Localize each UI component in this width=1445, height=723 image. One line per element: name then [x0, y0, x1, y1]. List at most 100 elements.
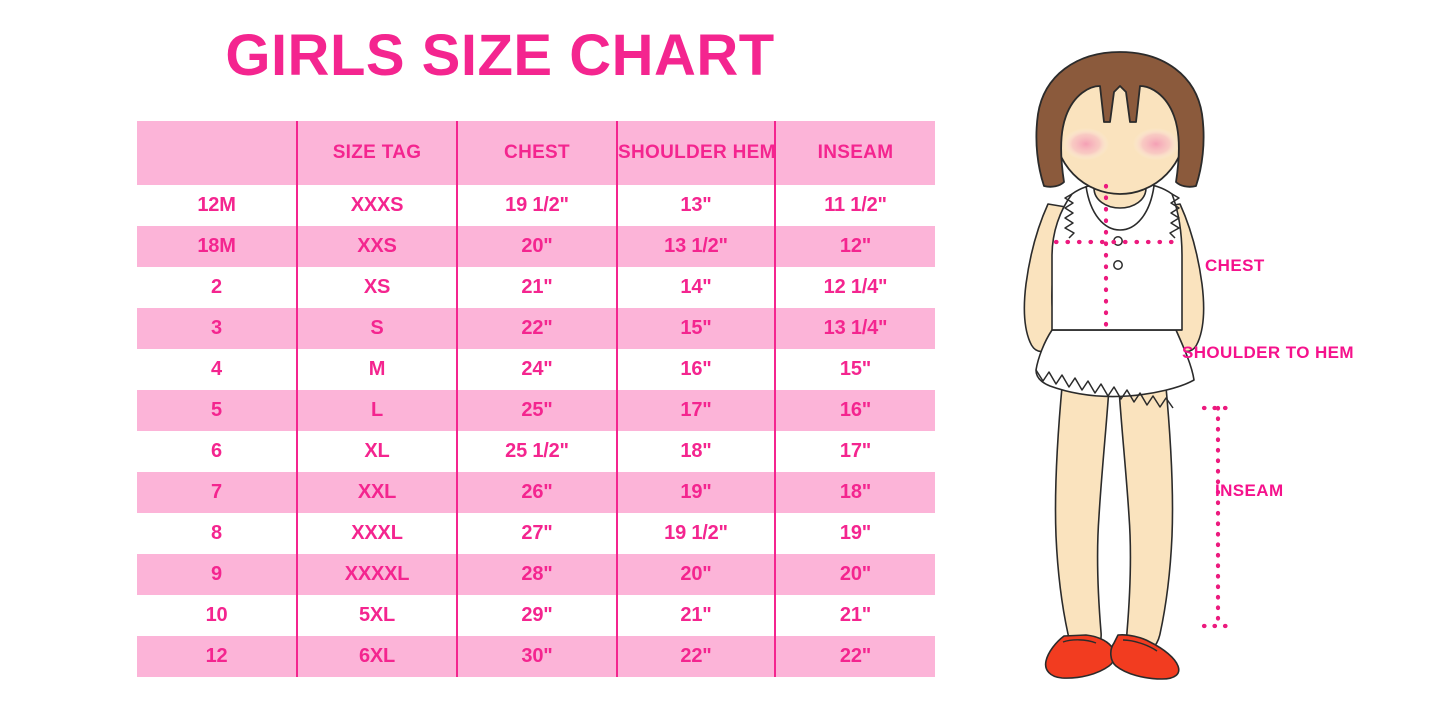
table-cell-r8-c2: 27" — [456, 513, 617, 554]
table-cell-r3-c0: 3 — [137, 308, 297, 349]
shoe-right-icon — [1110, 634, 1180, 680]
table-row: 12M XXXS 19 1/2" 13" 11 1/2" — [137, 185, 935, 226]
table-cell-r0-c3: 13" — [616, 185, 775, 226]
table-cell-r8-c1: XXXL — [296, 513, 457, 554]
table-cell-r10-c1: 5XL — [296, 595, 457, 636]
table-cell-r2-c3: 14" — [616, 267, 775, 308]
table-header-row: SIZE TAG CHEST SHOULDER HEM INSEAM — [137, 121, 935, 185]
table-cell-r9-c3: 20" — [616, 554, 775, 595]
table-cell-r11-c0: 12 — [137, 636, 297, 677]
figure-body-group — [1023, 51, 1205, 680]
table-cell-r6-c4: 17" — [774, 431, 935, 472]
table-cell-r2-c2: 21" — [456, 267, 617, 308]
table-cell-r5-c4: 16" — [774, 390, 935, 431]
table-cell-r1-c3: 13 1/2" — [616, 226, 775, 267]
table-body: 12M XXXS 19 1/2" 13" 11 1/2" 18M XXS 20" 13 1/2"… — [137, 185, 935, 677]
table-header-cell-1: SIZE TAG — [296, 121, 457, 185]
table-cell-r3-c2: 22" — [456, 308, 617, 349]
table-cell-r5-c3: 17" — [616, 390, 775, 431]
table-cell-r11-c4: 22" — [774, 636, 935, 677]
table-header: SIZE TAG CHEST SHOULDER HEM INSEAM — [137, 121, 935, 185]
table-cell-r6-c0: 6 — [137, 431, 297, 472]
table-row: 5 L 25" 17" 16" — [137, 390, 935, 431]
table-cell-r2-c4: 12 1/4" — [774, 267, 935, 308]
table-cell-r10-c0: 10 — [137, 595, 297, 636]
shoulder-ruffle-right — [1169, 193, 1180, 239]
table-header-cell-2: CHEST — [456, 121, 617, 185]
table-cell-r6-c2: 25 1/2" — [456, 431, 617, 472]
hair-shape — [1035, 51, 1205, 188]
table-row: 3 S 22" 15" 13 1/4" — [137, 308, 935, 349]
table-row: 6 XL 25 1/2" 18" 17" — [137, 431, 935, 472]
table-cell-r9-c1: XXXXL — [296, 554, 457, 595]
table-cell-r4-c0: 4 — [137, 349, 297, 390]
table-cell-r10-c4: 21" — [774, 595, 935, 636]
table-cell-r5-c1: L — [296, 390, 457, 431]
shoulder-ruffle-left — [1064, 193, 1075, 239]
table-row: 9 XXXXL 28" 20" 20" — [137, 554, 935, 595]
skirt-shape — [1035, 329, 1195, 398]
table-row: 4 M 24" 16" 15" — [137, 349, 935, 390]
table-cell-r8-c0: 8 — [137, 513, 297, 554]
table-cell-r2-c0: 2 — [137, 267, 297, 308]
table-row: 12 6XL 30" 22" 22" — [137, 636, 935, 677]
table-cell-r1-c0: 18M — [137, 226, 297, 267]
table-cell-r10-c3: 21" — [616, 595, 775, 636]
table-cell-r7-c0: 7 — [137, 472, 297, 513]
table-cell-r9-c2: 28" — [456, 554, 617, 595]
skirt-ruffle-hem — [1035, 369, 1174, 409]
table-header-cell-4: INSEAM — [774, 121, 935, 185]
table-cell-r9-c4: 20" — [774, 554, 935, 595]
table-header-cell-0 — [137, 121, 297, 185]
table-cell-r1-c1: XXS — [296, 226, 457, 267]
leg-right-shape — [1117, 365, 1174, 654]
button-bottom-icon — [1113, 260, 1123, 270]
size-chart-table-wrapper: SIZE TAG CHEST SHOULDER HEM INSEAM 12M XXXS 1… — [137, 121, 935, 677]
table-cell-r2-c1: XS — [296, 267, 457, 308]
girl-figure-illustration — [968, 36, 1268, 696]
table-row: 10 5XL 29" 21" 21" — [137, 595, 935, 636]
table-cell-r5-c2: 25" — [456, 390, 617, 431]
blush-right — [1133, 128, 1179, 160]
table-cell-r7-c1: XXL — [296, 472, 457, 513]
table-cell-r3-c3: 15" — [616, 308, 775, 349]
table-cell-r0-c2: 19 1/2" — [456, 185, 617, 226]
table-cell-r9-c0: 9 — [137, 554, 297, 595]
table-row: 2 XS 21" 14" 12 1/4" — [137, 267, 935, 308]
table-cell-r11-c2: 30" — [456, 636, 617, 677]
table-cell-r10-c2: 29" — [456, 595, 617, 636]
table-cell-r1-c2: 20" — [456, 226, 617, 267]
table-cell-r6-c3: 18" — [616, 431, 775, 472]
table-cell-r7-c2: 26" — [456, 472, 617, 513]
table-cell-r8-c4: 19" — [774, 513, 935, 554]
table-cell-r4-c4: 15" — [774, 349, 935, 390]
table-row: 7 XXL 26" 19" 18" — [137, 472, 935, 513]
table-cell-r5-c0: 5 — [137, 390, 297, 431]
shoe-left-icon — [1044, 634, 1116, 679]
table-cell-r3-c4: 13 1/4" — [774, 308, 935, 349]
table-cell-r11-c1: 6XL — [296, 636, 457, 677]
table-cell-r0-c0: 12M — [137, 185, 297, 226]
table-cell-r6-c1: XL — [296, 431, 457, 472]
blush-left — [1063, 128, 1109, 160]
table-cell-r1-c4: 12" — [774, 226, 935, 267]
page-title: GIRLS SIZE CHART — [225, 23, 775, 88]
table-cell-r3-c1: S — [296, 308, 457, 349]
size-chart-table: SIZE TAG CHEST SHOULDER HEM INSEAM 12M XXXS 1… — [137, 121, 935, 677]
table-cell-r11-c3: 22" — [616, 636, 775, 677]
table-cell-r0-c1: XXXS — [296, 185, 457, 226]
inseam-label: INSEAM — [1215, 481, 1284, 500]
table-row: 18M XXS 20" 13 1/2" 12" — [137, 226, 935, 267]
table-cell-r4-c3: 16" — [616, 349, 775, 390]
table-cell-r4-c1: M — [296, 349, 457, 390]
table-cell-r0-c4: 11 1/2" — [774, 185, 935, 226]
measurement-lines-group — [1053, 183, 1235, 629]
table-cell-r7-c4: 18" — [774, 472, 935, 513]
table-cell-r7-c3: 19" — [616, 472, 775, 513]
table-cell-r4-c2: 24" — [456, 349, 617, 390]
table-header-cell-3: SHOULDER HEM — [616, 121, 775, 185]
leg-left-shape — [1054, 365, 1111, 654]
shoulder-to-hem-label: SHOULDER TO HEM — [1182, 343, 1354, 362]
top-neckline — [1085, 185, 1155, 231]
